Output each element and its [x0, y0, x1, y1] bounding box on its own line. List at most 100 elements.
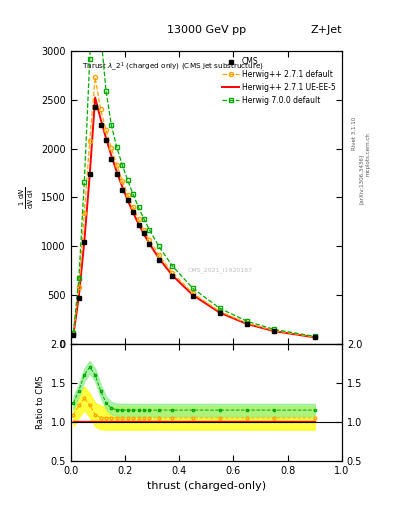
Line: Herwig 7.0.0 default: Herwig 7.0.0 default	[72, 0, 317, 338]
Herwig++ 2.7.1 UE-EE-5	[125, 197, 130, 203]
Herwig++ 2.7.1 UE-EE-5	[272, 328, 276, 334]
Herwig++ 2.7.1 default	[109, 145, 114, 152]
Herwig++ 2.7.1 UE-EE-5	[170, 272, 175, 279]
Herwig++ 2.7.1 default	[93, 74, 97, 80]
Text: mcplots.cern.ch: mcplots.cern.ch	[365, 132, 371, 176]
Herwig++ 2.7.1 UE-EE-5	[131, 209, 136, 216]
Line: Herwig++ 2.7.1 default: Herwig++ 2.7.1 default	[72, 75, 317, 339]
Herwig 7.0.0 default	[109, 122, 114, 129]
Herwig 7.0.0 default	[141, 216, 146, 222]
Herwig++ 2.7.1 default	[147, 237, 152, 243]
Herwig 7.0.0 default	[147, 227, 152, 233]
Herwig++ 2.7.1 default	[87, 138, 92, 144]
Herwig++ 2.7.1 UE-EE-5	[82, 239, 86, 245]
Herwig++ 2.7.1 default	[190, 290, 195, 296]
Herwig++ 2.7.1 UE-EE-5	[190, 292, 195, 298]
Herwig 7.0.0 default	[244, 318, 249, 324]
CMS	[244, 321, 249, 327]
Herwig++ 2.7.1 UE-EE-5	[77, 293, 81, 300]
CMS	[104, 137, 108, 143]
Herwig++ 2.7.1 UE-EE-5	[114, 169, 119, 175]
Herwig++ 2.7.1 UE-EE-5	[312, 334, 317, 340]
Herwig 7.0.0 default	[87, 56, 92, 62]
Herwig++ 2.7.1 default	[312, 334, 317, 340]
Herwig 7.0.0 default	[218, 305, 222, 311]
Herwig 7.0.0 default	[190, 285, 195, 291]
Herwig 7.0.0 default	[125, 177, 130, 183]
Herwig++ 2.7.1 UE-EE-5	[109, 153, 114, 159]
Herwig 7.0.0 default	[156, 243, 161, 249]
Herwig++ 2.7.1 UE-EE-5	[218, 310, 222, 316]
Text: Thrust $\lambda\_2^1$ (charged only) (CMS jet substructure): Thrust $\lambda\_2^1$ (charged only) (CM…	[82, 60, 264, 73]
Legend: CMS, Herwig++ 2.7.1 default, Herwig++ 2.7.1 UE-EE-5, Herwig 7.0.0 default: CMS, Herwig++ 2.7.1 default, Herwig++ 2.…	[220, 55, 338, 107]
Line: Herwig++ 2.7.1 UE-EE-5: Herwig++ 2.7.1 UE-EE-5	[73, 97, 315, 337]
CMS	[77, 294, 81, 301]
Herwig++ 2.7.1 UE-EE-5	[87, 172, 92, 178]
Herwig++ 2.7.1 default	[131, 204, 136, 210]
Herwig++ 2.7.1 default	[77, 284, 81, 290]
Herwig 7.0.0 default	[104, 88, 108, 94]
CMS	[114, 170, 119, 177]
Herwig++ 2.7.1 UE-EE-5	[71, 332, 76, 338]
Y-axis label: Ratio to CMS: Ratio to CMS	[36, 375, 45, 429]
Herwig++ 2.7.1 default	[170, 270, 175, 276]
CMS	[170, 273, 175, 279]
CMS	[131, 209, 136, 216]
Herwig 7.0.0 default	[77, 275, 81, 281]
Herwig++ 2.7.1 UE-EE-5	[120, 184, 125, 190]
CMS	[136, 222, 141, 228]
Herwig 7.0.0 default	[71, 330, 76, 336]
Herwig++ 2.7.1 UE-EE-5	[98, 116, 103, 122]
Herwig++ 2.7.1 UE-EE-5	[147, 241, 152, 247]
Y-axis label: $\frac{1}{\mathrm{d}N}\frac{\mathrm{d}N}{\mathrm{d}\lambda}$: $\frac{1}{\mathrm{d}N}\frac{\mathrm{d}N}…	[17, 186, 36, 208]
Herwig++ 2.7.1 default	[82, 209, 86, 216]
Herwig++ 2.7.1 UE-EE-5	[244, 321, 249, 327]
Herwig++ 2.7.1 UE-EE-5	[104, 135, 108, 141]
CMS	[120, 187, 125, 194]
Herwig++ 2.7.1 default	[125, 191, 130, 198]
Herwig++ 2.7.1 default	[141, 227, 146, 233]
Text: 13000 GeV pp: 13000 GeV pp	[167, 25, 246, 35]
CMS	[141, 230, 146, 237]
Herwig++ 2.7.1 default	[244, 320, 249, 326]
Herwig 7.0.0 default	[131, 191, 136, 198]
Herwig 7.0.0 default	[312, 333, 317, 339]
CMS	[147, 241, 152, 247]
CMS	[71, 332, 76, 338]
Herwig++ 2.7.1 default	[71, 331, 76, 337]
Herwig++ 2.7.1 UE-EE-5	[93, 94, 97, 100]
CMS	[98, 122, 103, 129]
Text: Z+Jet: Z+Jet	[310, 25, 342, 35]
CMS	[272, 328, 276, 334]
Herwig++ 2.7.1 default	[104, 127, 108, 133]
Herwig++ 2.7.1 UE-EE-5	[136, 221, 141, 227]
Text: CMS_2021_I1920187: CMS_2021_I1920187	[187, 268, 252, 273]
CMS	[190, 293, 195, 300]
X-axis label: thrust (charged-only): thrust (charged-only)	[147, 481, 266, 491]
CMS	[312, 334, 317, 340]
Herwig 7.0.0 default	[114, 144, 119, 151]
Herwig++ 2.7.1 default	[98, 105, 103, 112]
Herwig++ 2.7.1 default	[120, 178, 125, 184]
Herwig++ 2.7.1 default	[114, 162, 119, 168]
Herwig++ 2.7.1 default	[156, 252, 161, 258]
Herwig++ 2.7.1 default	[272, 328, 276, 334]
Herwig++ 2.7.1 default	[136, 216, 141, 222]
Herwig++ 2.7.1 UE-EE-5	[141, 231, 146, 237]
Herwig++ 2.7.1 default	[218, 308, 222, 314]
CMS	[93, 104, 97, 110]
CMS	[82, 239, 86, 245]
Herwig++ 2.7.1 UE-EE-5	[156, 255, 161, 261]
Text: [arXiv:1306.3436]: [arXiv:1306.3436]	[358, 154, 364, 204]
Herwig 7.0.0 default	[170, 263, 175, 269]
CMS	[87, 171, 92, 177]
Herwig 7.0.0 default	[98, 29, 103, 35]
Herwig 7.0.0 default	[120, 162, 125, 168]
CMS	[218, 310, 222, 316]
CMS	[156, 257, 161, 263]
Herwig 7.0.0 default	[272, 326, 276, 332]
Text: Rivet 3.1.10: Rivet 3.1.10	[352, 117, 357, 150]
CMS	[125, 197, 130, 203]
CMS	[109, 156, 114, 162]
Line: CMS: CMS	[72, 105, 317, 339]
